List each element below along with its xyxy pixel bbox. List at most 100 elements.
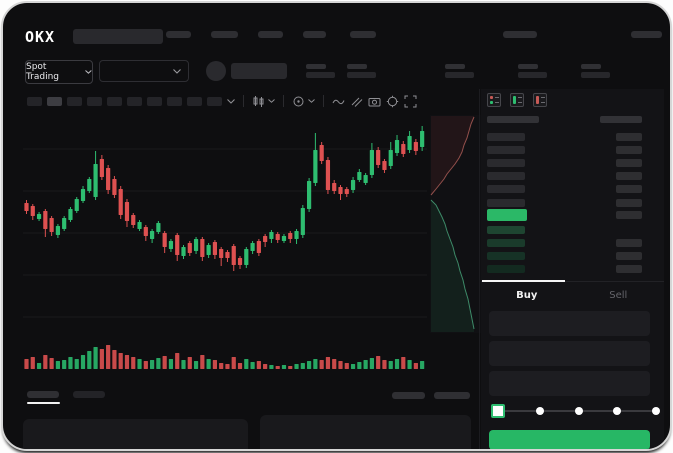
split-book-icon[interactable] <box>487 93 501 107</box>
timeframe-button-active[interactable] <box>47 96 62 106</box>
amount-skeleton <box>616 251 642 260</box>
total-input-skeleton[interactable] <box>489 371 650 396</box>
order-side-tabs: Buy Sell <box>481 283 664 307</box>
timeframe-button[interactable] <box>107 96 122 106</box>
amount-skeleton <box>616 198 642 207</box>
nav-item-5[interactable] <box>350 31 376 38</box>
orderbook-row[interactable] <box>487 236 642 249</box>
timeframe-button[interactable] <box>187 96 202 106</box>
buy-book-icon[interactable] <box>510 93 524 107</box>
divider <box>323 95 324 107</box>
tab-sell[interactable]: Sell <box>609 289 628 301</box>
price-column-header-skeleton <box>487 116 539 123</box>
orderbook-row[interactable] <box>487 249 642 262</box>
bottom-action-button[interactable] <box>434 392 470 399</box>
orderbook-row[interactable] <box>487 130 642 143</box>
orderbook-view-toggles <box>487 93 547 107</box>
amount-skeleton <box>616 265 642 274</box>
price-skeleton <box>487 238 525 247</box>
amount-percent-slider[interactable] <box>491 403 660 419</box>
timeframe-button[interactable] <box>147 96 162 106</box>
pair-selector-dropdown[interactable] <box>99 60 189 82</box>
timeframe-button[interactable] <box>167 96 182 106</box>
search-input[interactable] <box>73 29 163 44</box>
slider-handle[interactable] <box>491 404 505 418</box>
amount-skeleton <box>616 238 642 247</box>
sell-book-icon[interactable] <box>533 93 547 107</box>
amount-skeleton <box>616 132 642 141</box>
price-skeleton <box>487 145 525 154</box>
candle-type-selector[interactable] <box>252 95 275 108</box>
timeframe-more-chevron-icon[interactable] <box>227 98 235 104</box>
orderbook-row[interactable] <box>487 263 642 276</box>
indicator-icon <box>293 96 304 106</box>
last-price-bar <box>487 209 527 221</box>
bottom-tab-indicator <box>27 402 60 404</box>
amount-input-skeleton[interactable] <box>489 341 650 366</box>
orderbook-row[interactable] <box>487 223 642 236</box>
price-skeleton <box>487 225 525 234</box>
amount-skeleton <box>616 172 642 181</box>
timeframe-button[interactable] <box>67 96 82 106</box>
nav-action-2[interactable] <box>631 31 662 38</box>
divider <box>243 95 244 107</box>
amount-skeleton <box>616 211 642 219</box>
camera-icon[interactable] <box>368 95 381 108</box>
nav-item-2[interactable] <box>211 31 238 38</box>
timeframe-button[interactable] <box>27 96 42 106</box>
nav-item-1[interactable] <box>166 31 191 38</box>
panel-divider <box>479 89 480 449</box>
orderbook-column-headers <box>487 116 642 123</box>
last-price-skeleton <box>231 63 287 79</box>
chevron-down-icon <box>268 99 275 103</box>
orderbook-last-price-row[interactable] <box>487 208 642 222</box>
price-skeleton <box>487 265 525 274</box>
slider-stop-dot[interactable] <box>613 407 622 415</box>
timeframe-button[interactable] <box>87 96 102 106</box>
timeframe-button[interactable] <box>207 96 222 106</box>
orderbook-row[interactable] <box>487 170 642 183</box>
indicator-selector[interactable] <box>292 95 315 108</box>
chart-toolbar <box>27 93 417 109</box>
bottom-action-button[interactable] <box>392 392 425 399</box>
market-type-selector[interactable]: Spot Trading <box>25 60 93 84</box>
amount-column-header-skeleton <box>600 116 642 123</box>
amount-skeleton <box>616 185 642 194</box>
line-tool-icon[interactable] <box>332 95 345 108</box>
bottom-tab-active[interactable] <box>27 391 59 398</box>
orders-table-skeleton <box>260 415 471 449</box>
stat-value-skeleton <box>581 72 610 78</box>
nav-item-3[interactable] <box>258 31 283 38</box>
slider-stop-dot[interactable] <box>535 407 544 415</box>
orderbook-bids <box>487 223 642 276</box>
tab-buy[interactable]: Buy <box>516 289 538 301</box>
nav-item-4[interactable] <box>303 31 326 38</box>
bottom-tab[interactable] <box>73 391 105 398</box>
stat-label-skeleton <box>347 64 367 69</box>
price-skeleton <box>487 132 525 141</box>
draw-lines-icon[interactable] <box>350 95 363 108</box>
divider <box>283 95 284 107</box>
timeframe-button[interactable] <box>127 96 142 106</box>
stat-value-skeleton <box>445 72 474 78</box>
stat-label-skeleton <box>306 64 326 69</box>
stat-value-skeleton <box>518 72 547 78</box>
submit-buy-button[interactable] <box>489 430 650 449</box>
okx-logo: OKX <box>25 28 56 46</box>
nav-action-1[interactable] <box>503 31 537 38</box>
price-skeleton <box>487 251 525 260</box>
stat-value-skeleton <box>306 72 335 78</box>
stat-label-skeleton <box>445 64 465 69</box>
stat-label-skeleton <box>518 64 538 69</box>
settings-icon[interactable] <box>386 95 399 108</box>
fullscreen-icon[interactable] <box>404 95 417 108</box>
orderbook-row[interactable] <box>487 196 642 209</box>
price-input-skeleton[interactable] <box>489 311 650 336</box>
orderbook-row[interactable] <box>487 156 642 169</box>
slider-stop-dot[interactable] <box>574 407 583 415</box>
orderbook-row[interactable] <box>487 143 642 156</box>
slider-stop-dot[interactable] <box>652 407 660 415</box>
candlestick-chart[interactable] <box>23 115 481 373</box>
orderbook-row[interactable] <box>487 183 642 196</box>
